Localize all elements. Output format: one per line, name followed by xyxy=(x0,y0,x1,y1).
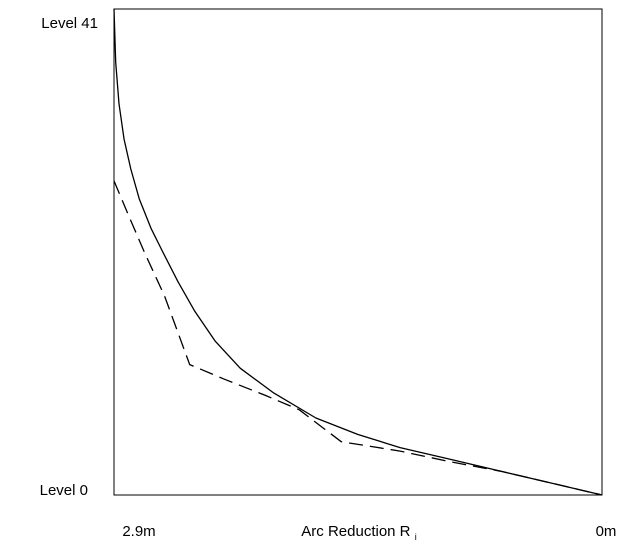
x-axis-label-subscript: i xyxy=(415,532,417,542)
series-line-solid xyxy=(113,8,603,496)
x-tick-label-right: 0m xyxy=(596,523,617,540)
x-tick-label-left: 2.9m xyxy=(122,523,155,540)
y-tick-label-bottom: Level 0 xyxy=(40,482,88,499)
x-axis-label-main: Arc Reduction R xyxy=(301,523,410,540)
y-tick-label-top: Level 41 xyxy=(41,15,98,32)
series-line-dashed xyxy=(113,180,603,496)
series-layer xyxy=(113,8,603,496)
plot-area-frame xyxy=(113,8,603,496)
x-axis-label: Arc Reduction R i xyxy=(301,523,416,542)
